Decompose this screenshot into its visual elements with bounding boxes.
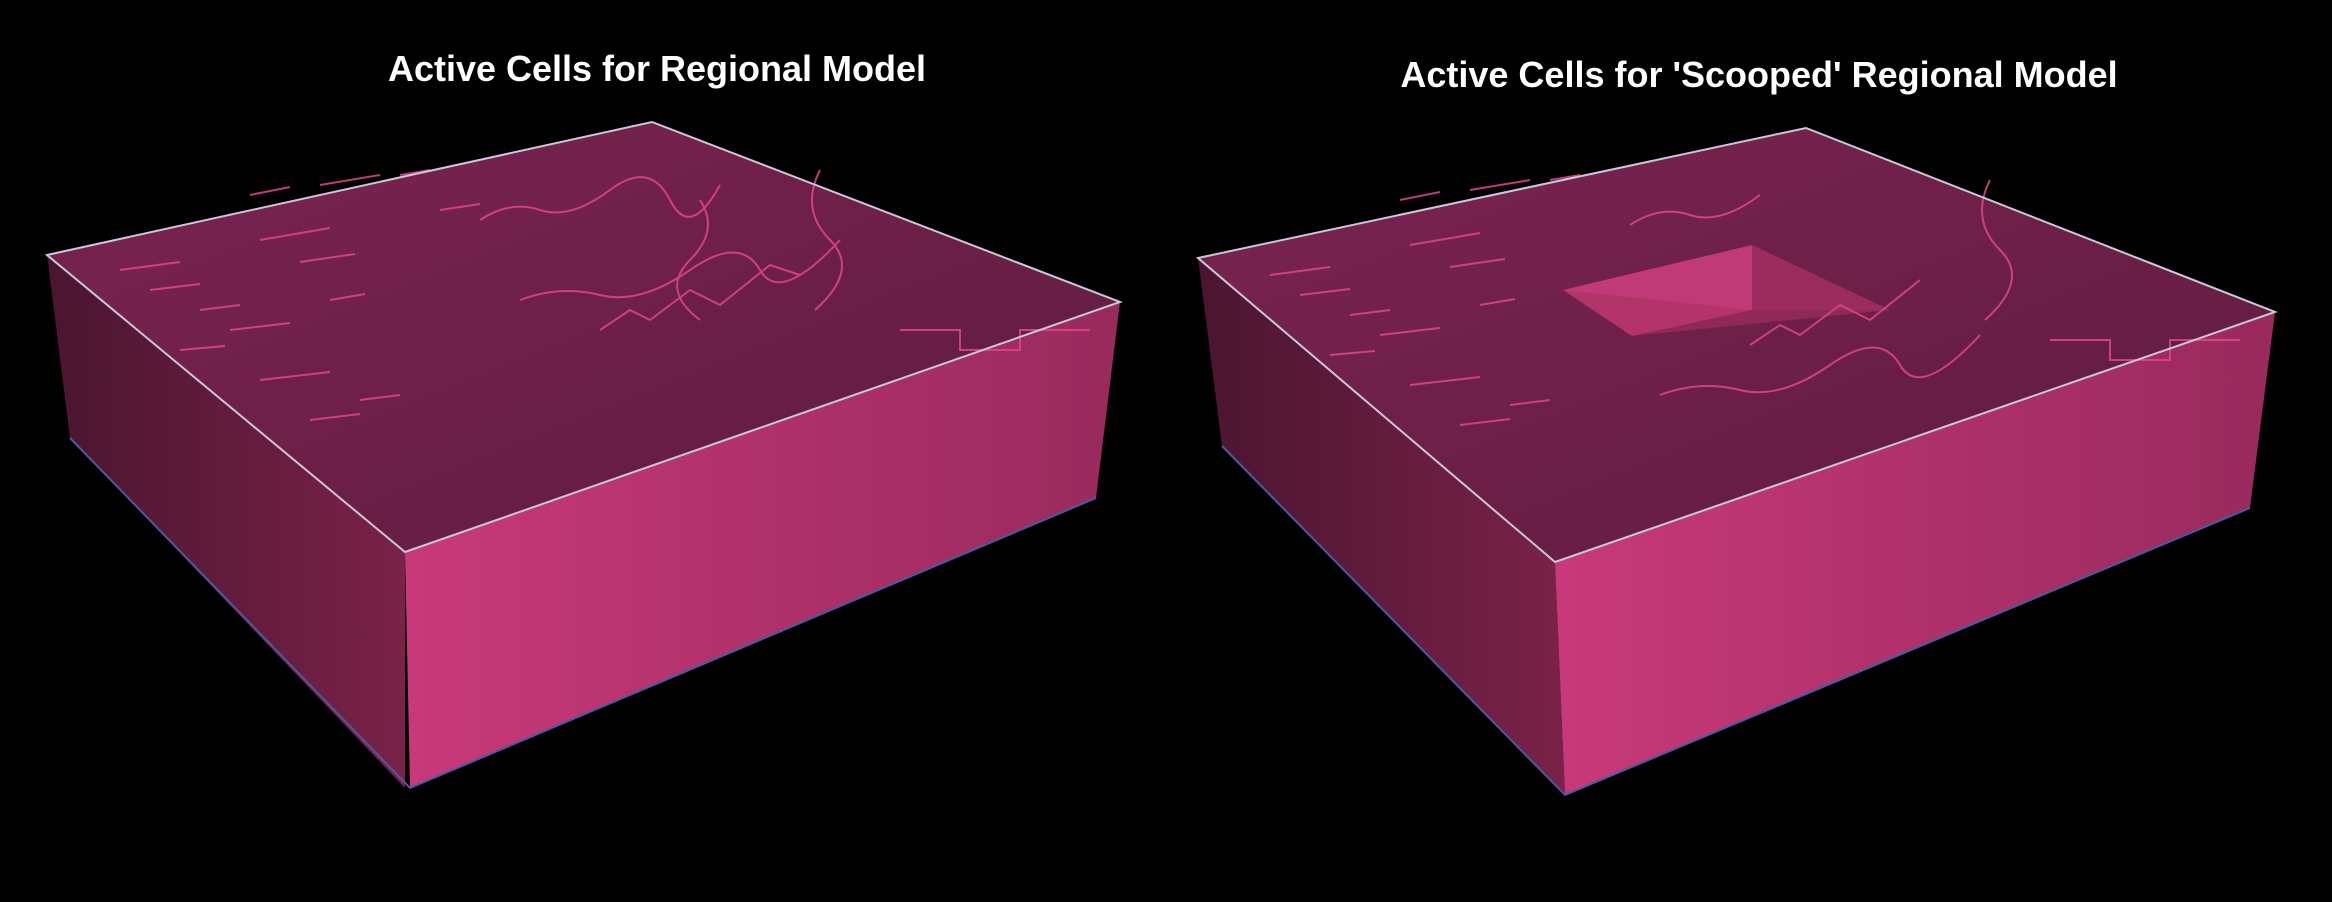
active-stream-cells — [119, 169, 1090, 421]
block-base-edge — [69, 437, 1097, 790]
block-front-face — [405, 302, 1120, 788]
panel-scooped-model: Active Cells for 'Scooped' Regional Mode… — [1166, 0, 2332, 902]
block-base-edge — [1221, 445, 2251, 797]
block-top-outline — [44, 120, 1123, 554]
block-left-face — [47, 255, 405, 788]
block-top-face — [1198, 128, 2275, 562]
scoop-cutout — [1563, 245, 1890, 336]
scoop-floor — [1563, 290, 1890, 336]
regional-model-block — [44, 120, 1123, 790]
block-top-face — [47, 122, 1120, 552]
block-top-outline — [1195, 126, 2278, 564]
panel-title-regional: Active Cells for Regional Model — [387, 48, 927, 89]
panel-regional-model: Active Cells for Regional Model — [387, 48, 927, 89]
block-front-face — [1555, 312, 2275, 795]
scooped-model-block — [1195, 126, 2278, 797]
scoop-side-wall — [1752, 245, 1890, 310]
panel-title-scooped: Active Cells for 'Scooped' Regional Mode… — [1400, 54, 2118, 95]
active-stream-cells — [1269, 174, 2240, 426]
block-left-face — [1198, 258, 1565, 795]
